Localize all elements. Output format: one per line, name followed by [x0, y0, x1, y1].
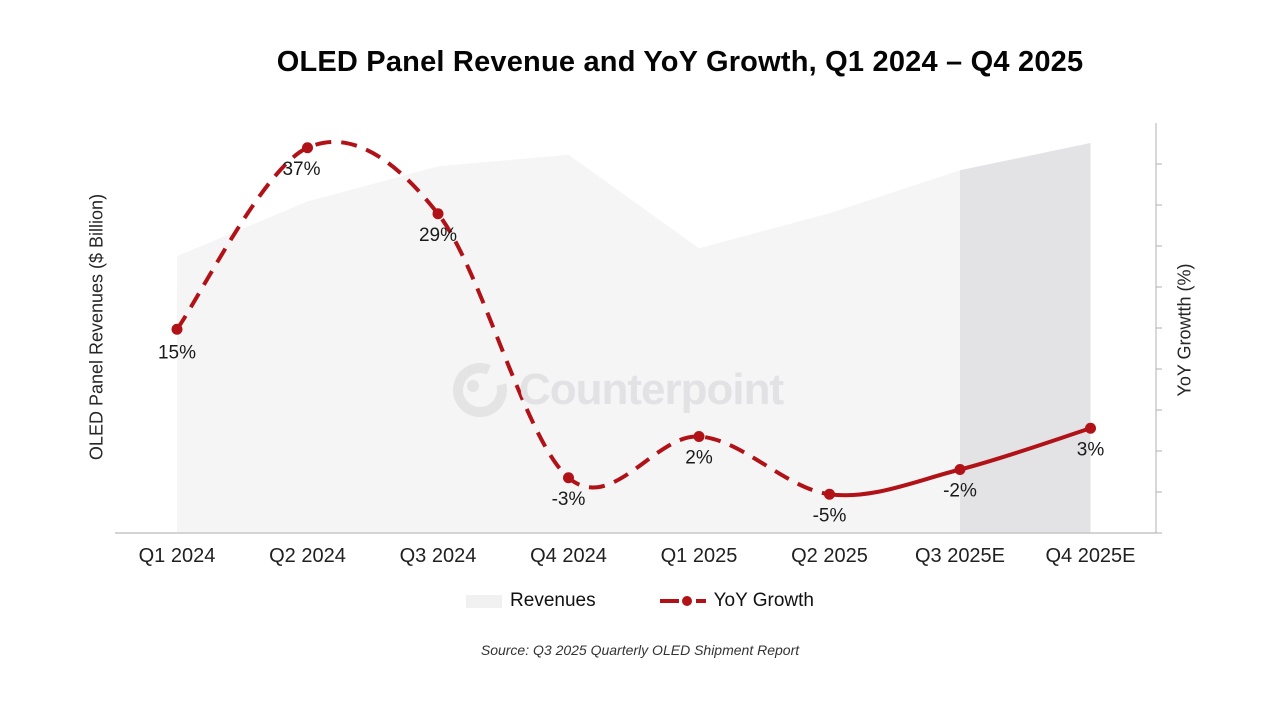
yoy-data-label: 2%	[685, 448, 713, 469]
x-tick-label: Q2 2025	[791, 545, 868, 567]
revenues-swatch	[466, 594, 503, 608]
x-tick-label: Q4 2025E	[1045, 545, 1135, 567]
axes-lines	[115, 123, 1162, 534]
legend-revenues-label: Revenues	[510, 590, 596, 611]
yoy-data-point	[824, 488, 835, 500]
x-tick-label: Q3 2024	[400, 545, 477, 567]
yoy-line-dashed	[175, 139, 830, 497]
legend-yoy-label: YoY Growth	[713, 590, 814, 611]
source-note: Source: Q3 2025 Quarterly OLED Shipment …	[480, 642, 800, 658]
revenue-area-forecast	[960, 143, 1091, 533]
x-tick-label: Q2 2024	[269, 545, 346, 567]
yoy-data-point	[432, 208, 444, 220]
yoy-data-point	[563, 472, 574, 484]
revenue-area-series	[177, 143, 1091, 533]
yoy-data-label: 15%	[158, 342, 196, 363]
yoy-data-label: 37%	[282, 159, 320, 180]
yoy-line-marker-icon	[659, 596, 706, 606]
yoy-data-point	[1085, 422, 1096, 434]
legend: Revenues YoY Growth	[0, 590, 1280, 612]
data-labels: 15% 37% 29% -3% 2% -5% -2% 3%	[158, 159, 1104, 527]
yoy-data-point	[302, 142, 313, 154]
x-tick-label: Q4 2024	[530, 545, 607, 567]
yoy-data-point	[954, 464, 966, 475]
yoy-data-label: 3%	[1077, 439, 1105, 460]
x-tick-label: Q3 2025E	[915, 545, 1005, 567]
yoy-data-point	[171, 323, 183, 335]
legend-item-yoy: YoY Growth	[659, 590, 814, 612]
yoy-data-label: -5%	[813, 505, 847, 526]
x-tick-label: Q1 2024	[139, 545, 216, 567]
yoy-data-point	[693, 431, 705, 442]
yoy-data-label: -3%	[552, 489, 586, 510]
yoy-data-label: -2%	[943, 481, 977, 502]
yoy-line-series	[171, 139, 1096, 500]
revenue-area	[177, 143, 1091, 533]
chart-title: OLED Panel Revenue and YoY Growth, Q1 20…	[276, 46, 1084, 78]
x-axis-tick-labels: Q1 2024 Q2 2024 Q3 2024 Q4 2024 Q1 2025 Q2 20…	[139, 545, 1136, 567]
yoy-data-label: 29%	[419, 225, 457, 246]
x-tick-label: Q1 2025	[661, 545, 738, 567]
legend-item-revenues: Revenues	[466, 590, 596, 612]
